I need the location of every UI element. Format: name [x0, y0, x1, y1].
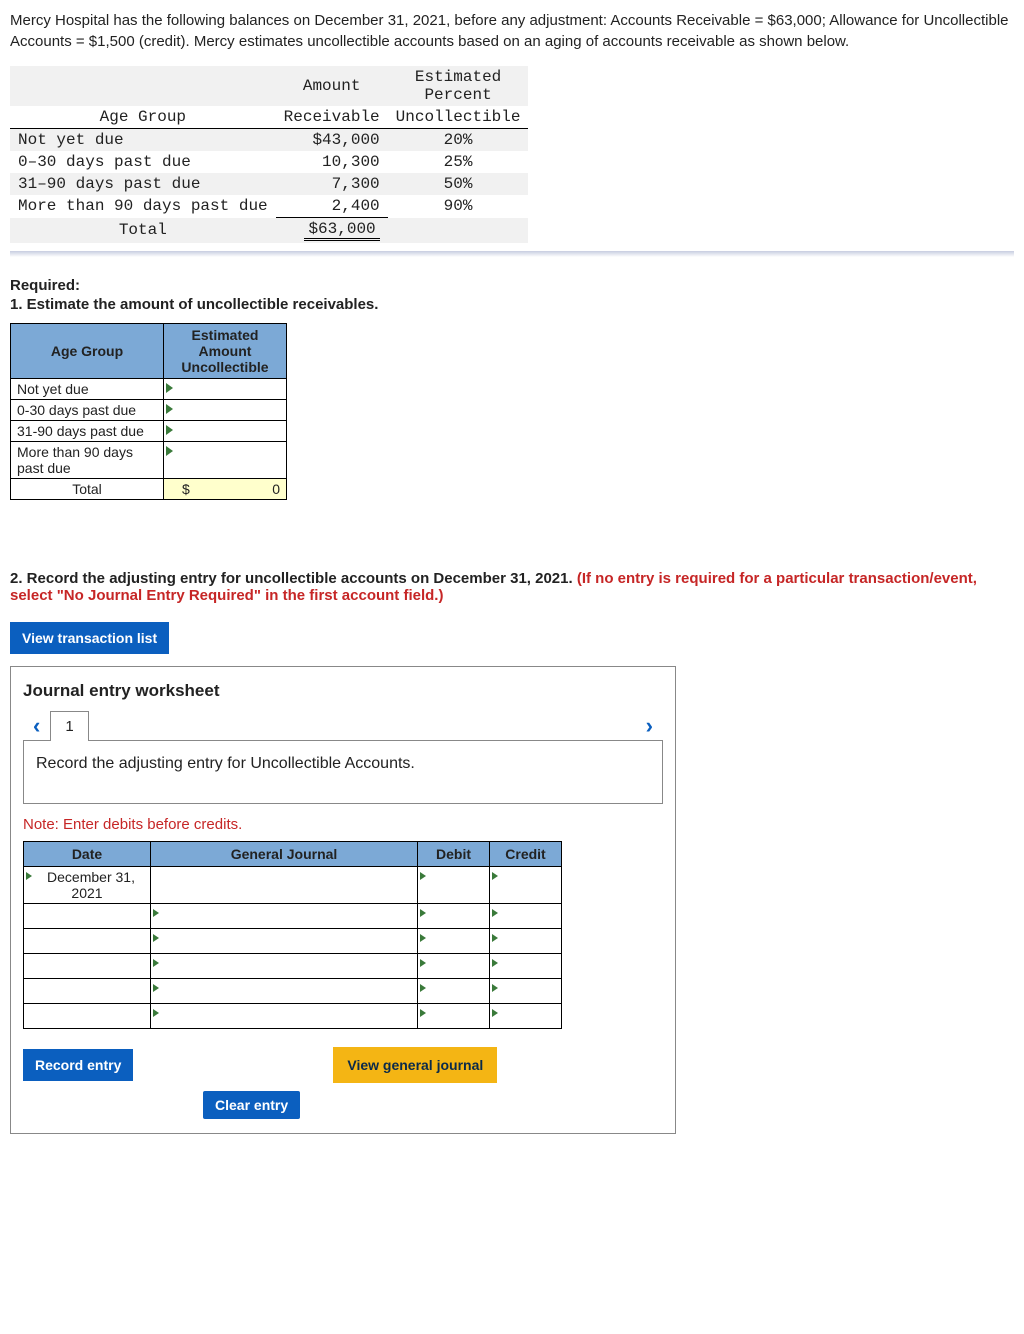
dropdown-icon [166, 425, 173, 435]
prev-chevron-icon[interactable]: ‹ [23, 711, 50, 741]
est-input[interactable] [164, 442, 287, 479]
dropdown-icon [420, 984, 426, 992]
col-amount-line1: Amount [276, 66, 388, 106]
dropdown-icon [166, 446, 173, 456]
jrnl-col-debit: Debit [418, 842, 490, 867]
aging-row-label: 31–90 days past due [10, 173, 276, 195]
jrnl-credit-cell[interactable] [490, 929, 562, 954]
aging-table: Amount EstimatedPercent Age Group Receiv… [10, 66, 528, 243]
dropdown-icon [153, 984, 159, 992]
aging-row-label: 0–30 days past due [10, 151, 276, 173]
journal-table: Date General Journal Debit Credit Decemb… [23, 841, 562, 1029]
jrnl-debit-cell[interactable] [418, 954, 490, 979]
est-row-label: Not yet due [11, 379, 164, 400]
aging-row-amount: 10,300 [276, 151, 388, 173]
view-transaction-list-button[interactable]: View transaction list [10, 622, 169, 654]
jrnl-credit-cell[interactable] [490, 979, 562, 1004]
dropdown-icon [153, 909, 159, 917]
dropdown-icon [420, 934, 426, 942]
est-row-label: 31-90 days past due [11, 421, 164, 442]
col-age-group: Age Group [10, 106, 276, 129]
aging-row-percent: 50% [388, 173, 529, 195]
jrnl-date-cell[interactable]: December 31, 2021 [24, 867, 151, 904]
estimate-table: Age Group Estimated Amount Uncollectible… [10, 323, 287, 500]
jrnl-debit-cell[interactable] [418, 1004, 490, 1029]
aging-row-label: More than 90 days past due [10, 195, 276, 218]
problem-statement: Mercy Hospital has the following balance… [10, 10, 1014, 52]
worksheet-title: Journal entry worksheet [23, 681, 663, 701]
est-total-cell: $0 [164, 479, 287, 500]
aging-total-amount: $63,000 [276, 218, 388, 244]
aging-row-percent: 25% [388, 151, 529, 173]
jrnl-account-cell[interactable] [151, 954, 418, 979]
est-col-amount: Estimated Amount Uncollectible [164, 324, 287, 379]
dropdown-icon [492, 959, 498, 967]
jrnl-debit-cell[interactable] [418, 867, 490, 904]
record-entry-button[interactable]: Record entry [23, 1049, 133, 1081]
jrnl-debit-cell[interactable] [418, 979, 490, 1004]
est-col-age: Age Group [11, 324, 164, 379]
col-amount-line2: Receivable [276, 106, 388, 129]
est-input[interactable] [164, 400, 287, 421]
journal-worksheet: Journal entry worksheet ‹ 1 › Record the… [10, 666, 676, 1134]
next-chevron-icon[interactable]: › [636, 711, 663, 741]
dropdown-icon [492, 984, 498, 992]
dropdown-icon [492, 1009, 498, 1017]
jrnl-account-cell[interactable] [151, 904, 418, 929]
aging-row-label: Not yet due [10, 129, 276, 152]
required-heading: Required: [10, 277, 1014, 294]
dropdown-icon [420, 872, 426, 880]
dropdown-icon [166, 404, 173, 414]
col-percent-line1: EstimatedPercent [388, 66, 529, 106]
est-input[interactable] [164, 421, 287, 442]
aging-row-percent: 90% [388, 195, 529, 218]
jrnl-account-cell[interactable] [151, 979, 418, 1004]
jrnl-account-cell[interactable] [151, 929, 418, 954]
worksheet-note: Note: Enter debits before credits. [23, 816, 663, 833]
est-row-label: 0-30 days past due [11, 400, 164, 421]
jrnl-debit-cell[interactable] [418, 929, 490, 954]
jrnl-col-credit: Credit [490, 842, 562, 867]
jrnl-account-cell[interactable] [151, 867, 418, 904]
requirement-1: 1. Estimate the amount of uncollectible … [10, 296, 1014, 313]
worksheet-tab[interactable]: 1 [50, 711, 88, 741]
dropdown-icon [153, 1009, 159, 1017]
dropdown-icon [492, 934, 498, 942]
jrnl-credit-cell[interactable] [490, 1004, 562, 1029]
aging-total-label: Total [10, 218, 276, 244]
jrnl-col-gj: General Journal [151, 842, 418, 867]
clear-entry-button[interactable]: Clear entry [203, 1091, 300, 1119]
requirement-2: 2. Record the adjusting entry for uncoll… [10, 570, 1014, 604]
aging-row-percent: 20% [388, 129, 529, 152]
jrnl-credit-cell[interactable] [490, 954, 562, 979]
dropdown-icon [420, 909, 426, 917]
jrnl-credit-cell[interactable] [490, 867, 562, 904]
aging-row-amount: 7,300 [276, 173, 388, 195]
dropdown-icon [166, 383, 173, 393]
view-general-journal-button[interactable]: View general journal [333, 1047, 497, 1083]
aging-row-amount: 2,400 [276, 195, 388, 218]
aging-row-amount: $43,000 [276, 129, 388, 152]
jrnl-account-cell[interactable] [151, 1004, 418, 1029]
col-percent-line2: Uncollectible [388, 106, 529, 129]
dropdown-icon [420, 959, 426, 967]
est-total-label: Total [11, 479, 164, 500]
jrnl-col-date: Date [24, 842, 151, 867]
jrnl-debit-cell[interactable] [418, 904, 490, 929]
divider-bar [10, 251, 1014, 257]
est-input[interactable] [164, 379, 287, 400]
dropdown-icon [492, 909, 498, 917]
est-row-label: More than 90 days past due [11, 442, 164, 479]
dropdown-icon [153, 934, 159, 942]
dropdown-icon [26, 872, 32, 880]
jrnl-credit-cell[interactable] [490, 904, 562, 929]
worksheet-instruction: Record the adjusting entry for Uncollect… [23, 740, 663, 804]
dropdown-icon [420, 1009, 426, 1017]
dropdown-icon [153, 959, 159, 967]
dropdown-icon [492, 872, 498, 880]
